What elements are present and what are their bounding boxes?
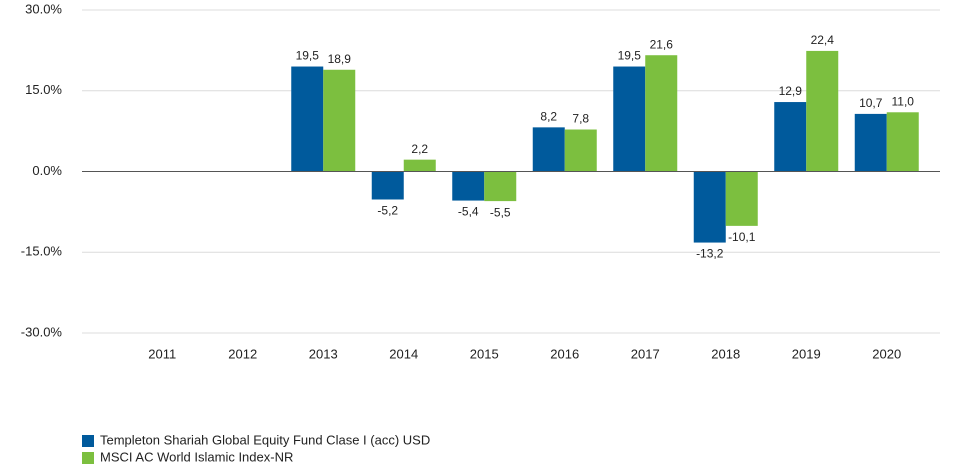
- data-label: 18,9: [328, 52, 352, 66]
- bar: [806, 50, 839, 172]
- data-label: 2,2: [411, 142, 428, 156]
- data-label: 10,7: [859, 96, 883, 110]
- data-label: -10,1: [728, 230, 756, 244]
- x-tick-label: 2020: [872, 346, 901, 361]
- data-label: 7,8: [572, 112, 589, 126]
- bar: [645, 55, 678, 172]
- x-tick-label: 2014: [389, 346, 418, 361]
- data-label: -5,5: [490, 205, 511, 219]
- data-label: 19,5: [296, 49, 320, 63]
- bar: [403, 159, 436, 172]
- x-tick-label: 2011: [148, 346, 176, 361]
- bar: [613, 66, 646, 172]
- y-tick-label: 30.0%: [25, 1, 62, 16]
- bar: [725, 171, 758, 226]
- data-label: 11,0: [892, 94, 915, 108]
- bar: [854, 113, 887, 172]
- legend-label: Templeton Shariah Global Equity Fund Cla…: [100, 432, 430, 447]
- x-tick-label: 2015: [470, 346, 499, 361]
- x-tick-label: 2017: [631, 346, 660, 361]
- y-tick-label: 15.0%: [25, 82, 62, 97]
- data-label: -5,2: [377, 204, 398, 218]
- x-tick-label: 2013: [309, 346, 338, 361]
- y-tick-label: -15.0%: [21, 244, 63, 259]
- x-tick-label: 2012: [228, 346, 257, 361]
- data-label: 12,9: [779, 84, 803, 98]
- bar: [564, 129, 597, 172]
- legend-label: MSCI AC World Islamic Index-NR: [100, 449, 293, 464]
- data-label: -5,4: [458, 205, 479, 219]
- bar: [886, 112, 919, 172]
- y-tick-label: 0.0%: [32, 163, 62, 178]
- y-tick-label: -30.0%: [21, 324, 63, 339]
- legend-swatch: [82, 452, 94, 464]
- data-label: 19,5: [618, 49, 642, 63]
- bar: [484, 171, 517, 202]
- x-tick-label: 2019: [792, 346, 821, 361]
- x-tick-label: 2016: [550, 346, 579, 361]
- bar: [774, 102, 807, 172]
- data-label: 8,2: [540, 110, 557, 124]
- bar: [291, 66, 324, 172]
- bar: [452, 171, 485, 201]
- x-tick-label: 2018: [711, 346, 740, 361]
- bar: [532, 127, 565, 172]
- data-label: 21,6: [650, 37, 674, 51]
- data-label: 22,4: [811, 33, 835, 47]
- bar: [693, 171, 726, 243]
- data-label: -13,2: [696, 247, 724, 261]
- bar: [323, 69, 356, 172]
- bar: [371, 171, 404, 200]
- legend-swatch: [82, 435, 94, 447]
